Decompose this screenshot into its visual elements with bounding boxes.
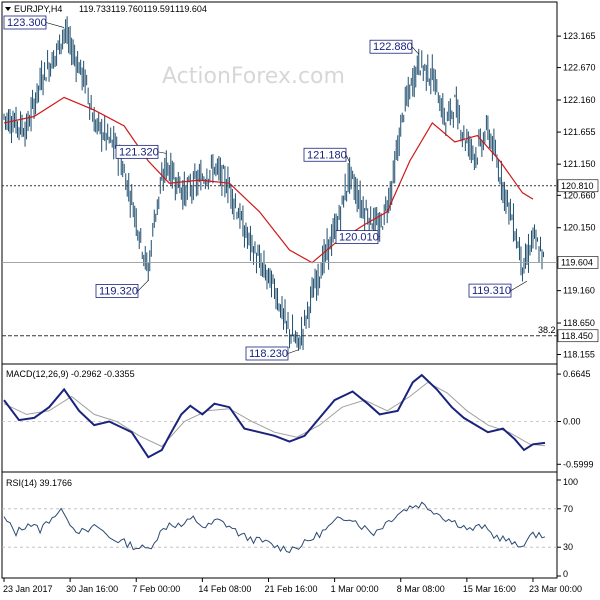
swing-label: 118.230 [249, 348, 288, 360]
swing-label: 119.320 [99, 285, 138, 297]
x-tick-label: 30 Jan 16:00 [66, 584, 118, 594]
price-y-tick-label: 119.160 [563, 286, 595, 296]
price-y-tick-label: 122.160 [563, 95, 596, 105]
macd-title: MACD(12,26,9) -0.2962 -0.3355 [6, 369, 135, 379]
x-tick-label: 23 Jan 2017 [3, 584, 53, 594]
swing-label: 121.180 [307, 149, 347, 161]
price-y-tick-label: 121.150 [563, 159, 596, 169]
x-tick-label: 21 Feb 16:00 [264, 584, 317, 594]
close-value: 119.604 [175, 4, 207, 14]
fib-level-label: 38.2 [538, 325, 556, 335]
rsi-y-tick-label: 100 [563, 477, 578, 487]
swing-label: 120.010 [339, 232, 379, 244]
callout-leader [45, 22, 65, 28]
x-tick-label: 23 Mar 00:00 [529, 584, 582, 594]
callout-box [245, 346, 289, 361]
price-y-tick-label: 120.150 [563, 223, 596, 233]
moving-average-line [3, 96, 534, 264]
macd-y-tick-label: -0.5999 [563, 459, 594, 469]
current-price-box [557, 256, 599, 269]
watermark: ActionForex.com [162, 64, 345, 89]
rsi-y-tick-label: 70 [563, 504, 573, 514]
callout-leader [287, 349, 299, 354]
hline-price-label: 118.450 [561, 331, 593, 341]
macd-signal-line [3, 381, 546, 448]
callout-box [115, 144, 159, 159]
macd-y-tick-label: 0.00 [563, 416, 581, 426]
chart-header: EURJPY,H4 119.733 119.760 119.591 119.60… [5, 4, 207, 14]
hline-tag-box [557, 329, 599, 343]
x-tick-label: 1 Mar 00:00 [331, 584, 379, 594]
price-y-tick-label: 122.670 [563, 63, 596, 73]
callout-box [369, 39, 413, 54]
callout-leader [137, 280, 149, 292]
price-y-tick-label: 118.650 [563, 318, 595, 328]
macd-y-tick-label: 0.6645 [563, 369, 591, 379]
callout-box [303, 147, 347, 162]
dropdown-triangle-icon[interactable] [5, 7, 11, 11]
swing-label: 122.880 [373, 41, 413, 53]
swing-label: 121.320 [119, 146, 159, 158]
x-tick-label: 15 Mar 16:00 [463, 584, 516, 594]
rsi-y-tick-label: 0 [563, 569, 568, 579]
price-y-tick-label: 123.165 [563, 31, 596, 41]
callout-box [95, 284, 139, 298]
swing-label: 123.300 [7, 17, 47, 29]
callout-box [335, 230, 379, 245]
macd-line [3, 373, 546, 459]
swing-label: 119.310 [472, 285, 511, 297]
rsi-line [3, 501, 546, 554]
callout-leader [345, 154, 350, 163]
hline-tag-box [557, 179, 599, 193]
low-value: 119.591 [143, 4, 175, 14]
x-tick-label: 8 Mar 08:00 [397, 584, 445, 594]
x-tick-label: 7 Feb 00:00 [132, 584, 180, 594]
x-tick-label: 14 Feb 08:00 [198, 584, 251, 594]
rsi-title: RSI(14) 39.1766 [6, 478, 72, 488]
hline-price-label: 120.810 [561, 181, 594, 191]
high-value: 119.760 [111, 4, 143, 14]
price-y-tick-label: 118.155 [563, 350, 595, 360]
current-price-label: 119.604 [561, 257, 593, 267]
price-y-tick-label: 120.660 [563, 190, 596, 200]
price-y-tick-label: 121.655 [563, 127, 596, 137]
callout-leader [411, 46, 419, 55]
symbol-label: EURJPY,H4 [14, 4, 62, 14]
callout-leader [157, 151, 167, 154]
callout-box [468, 283, 512, 298]
rsi-panel [1, 471, 558, 579]
rsi-y-tick-label: 30 [563, 542, 573, 552]
callout-box [3, 15, 47, 30]
open-value: 119.733 [79, 4, 111, 14]
callout-leader [510, 280, 528, 291]
